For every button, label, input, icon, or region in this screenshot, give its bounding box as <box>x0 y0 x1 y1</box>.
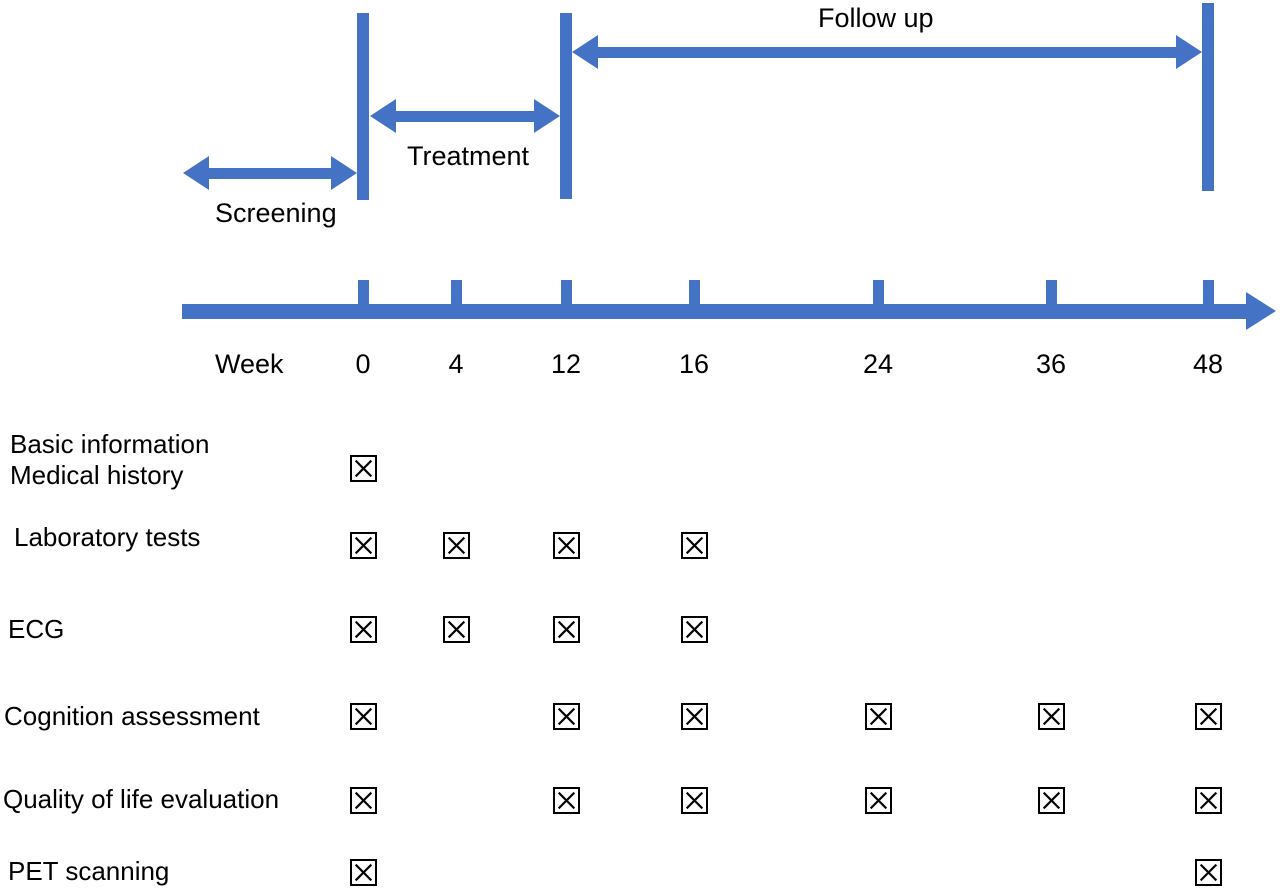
week-label-48: 48 <box>1192 349 1224 379</box>
assessment-label-line: Medical history <box>10 460 184 490</box>
timeline-tick-week-16 <box>689 280 700 308</box>
follow-up-label: Follow up <box>818 3 934 33</box>
x-mark-icon <box>685 536 704 555</box>
arrowhead-right-icon <box>534 99 560 133</box>
x-mark-icon <box>447 536 466 555</box>
checked-box-week-0 <box>350 616 377 643</box>
assessment-label: ECG <box>8 614 64 645</box>
assessment-label-line: PET scanning <box>8 856 170 886</box>
x-mark-icon <box>1042 707 1061 726</box>
x-mark-icon <box>354 863 373 882</box>
checked-box-week-12 <box>553 787 580 814</box>
assessment-label: PET scanning <box>8 856 169 887</box>
x-mark-icon <box>869 791 888 810</box>
checked-box-week-0 <box>350 532 377 559</box>
timeline-tick-week-12 <box>561 280 572 308</box>
checked-box-week-48 <box>1195 703 1222 730</box>
checked-box-week-36 <box>1038 787 1065 814</box>
timeline-tick-week-36 <box>1046 280 1057 308</box>
arrowhead-right-icon <box>1176 35 1202 69</box>
phase-boundary-bar-week-48 <box>1202 3 1214 191</box>
treatment-arrow <box>370 99 560 133</box>
timeline-tick-week-48 <box>1203 280 1214 308</box>
x-mark-icon <box>354 459 373 478</box>
checked-box-week-12 <box>553 616 580 643</box>
week-label-12: 12 <box>550 349 582 379</box>
checked-box-week-24 <box>865 787 892 814</box>
week-label-16: 16 <box>678 349 710 379</box>
timeline-bar <box>182 304 1248 319</box>
follow-up-arrow <box>572 35 1202 69</box>
phase-boundary-bar-week-0 <box>357 13 369 200</box>
checked-box-week-48 <box>1195 859 1222 886</box>
x-mark-icon <box>354 707 373 726</box>
x-mark-icon <box>354 536 373 555</box>
week-axis-label: Week <box>215 349 284 379</box>
arrowhead-left-icon <box>370 99 396 133</box>
assessment-label-line: Cognition assessment <box>4 701 260 731</box>
x-mark-icon <box>685 620 704 639</box>
assessment-label-line: ECG <box>8 614 65 644</box>
timeline-tick-week-24 <box>873 280 884 308</box>
assessment-label: Laboratory tests <box>14 522 200 553</box>
timeline-arrowhead-icon <box>1246 292 1276 330</box>
arrow-shaft <box>392 111 538 122</box>
x-mark-icon <box>1042 791 1061 810</box>
timeline-tick-week-4 <box>451 280 462 308</box>
x-mark-icon <box>1199 791 1218 810</box>
assessment-label: Quality of life evaluation <box>3 784 279 815</box>
checked-box-week-0 <box>350 859 377 886</box>
x-mark-icon <box>685 707 704 726</box>
week-label-0: 0 <box>355 349 371 379</box>
week-label-4: 4 <box>448 349 464 379</box>
checked-box-week-12 <box>553 703 580 730</box>
arrow-shaft <box>205 168 335 179</box>
checked-box-week-16 <box>681 616 708 643</box>
arrowhead-left-icon <box>572 35 598 69</box>
assessment-label-line: Basic information <box>10 429 210 459</box>
checked-box-week-0 <box>350 787 377 814</box>
x-mark-icon <box>1199 707 1218 726</box>
arrowhead-left-icon <box>183 156 209 190</box>
checked-box-week-4 <box>443 616 470 643</box>
x-mark-icon <box>447 620 466 639</box>
assessment-label-line: Quality of life evaluation <box>3 784 280 814</box>
screening-label: Screening <box>215 198 337 228</box>
week-label-36: 36 <box>1035 349 1067 379</box>
assessment-label: Basic information Medical history <box>10 429 209 491</box>
checked-box-week-48 <box>1195 787 1222 814</box>
screening-arrow <box>183 156 357 190</box>
checked-box-week-16 <box>681 532 708 559</box>
checked-box-week-4 <box>443 532 470 559</box>
checked-box-week-16 <box>681 787 708 814</box>
treatment-label: Treatment <box>407 141 530 171</box>
week-label-24: 24 <box>862 349 894 379</box>
checked-box-week-36 <box>1038 703 1065 730</box>
x-mark-icon <box>557 791 576 810</box>
x-mark-icon <box>557 707 576 726</box>
x-mark-icon <box>557 620 576 639</box>
checked-box-week-0 <box>350 703 377 730</box>
checked-box-week-24 <box>865 703 892 730</box>
checked-box-week-0 <box>350 455 377 482</box>
x-mark-icon <box>869 707 888 726</box>
checked-box-week-16 <box>681 703 708 730</box>
timeline-tick-week-0 <box>358 280 369 308</box>
checked-box-week-12 <box>553 532 580 559</box>
assessment-label: Cognition assessment <box>4 701 260 732</box>
x-mark-icon <box>685 791 704 810</box>
assessment-label-line: Laboratory tests <box>14 522 201 552</box>
x-mark-icon <box>354 791 373 810</box>
arrowhead-right-icon <box>331 156 357 190</box>
arrow-shaft <box>594 47 1180 58</box>
x-mark-icon <box>354 620 373 639</box>
phase-boundary-bar-week-12 <box>560 13 572 199</box>
x-mark-icon <box>1199 863 1218 882</box>
x-mark-icon <box>557 536 576 555</box>
